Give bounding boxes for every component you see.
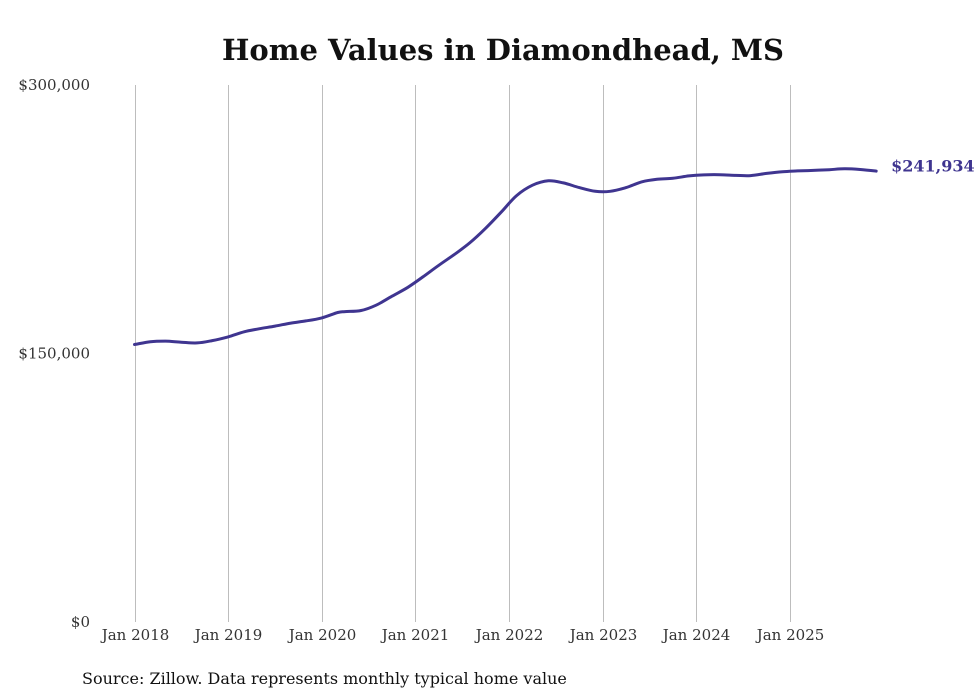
source-note: Source: Zillow. Data represents monthly … [82,669,567,688]
y-tick-label-300000: $300,000 [18,76,90,94]
x-tick-label-2021: Jan 2021 [380,626,450,644]
grid-lines [135,85,791,622]
x-tick-label-2022: Jan 2022 [474,626,544,644]
series-line-home-value [133,167,878,346]
x-tick-label-2025: Jan 2025 [755,626,825,644]
y-tick-label-150000: $150,000 [18,345,90,363]
chart-title: Home Values in Diamondhead, MS [222,33,784,67]
end-value-label: $241,934 [891,157,975,176]
y-axis-tick-labels: $0 $150,000 $300,000 [18,76,90,631]
x-axis-tick-labels: Jan 2018 Jan 2019 Jan 2020 Jan 2021 Jan 2022… [100,626,825,644]
x-tick-label-2020: Jan 2020 [287,626,357,644]
x-tick-label-2018: Jan 2018 [100,626,170,644]
x-tick-label-2019: Jan 2019 [193,626,263,644]
x-tick-label-2023: Jan 2023 [568,626,638,644]
y-tick-label-0: $0 [71,613,90,631]
x-tick-label-2024: Jan 2024 [661,626,731,644]
